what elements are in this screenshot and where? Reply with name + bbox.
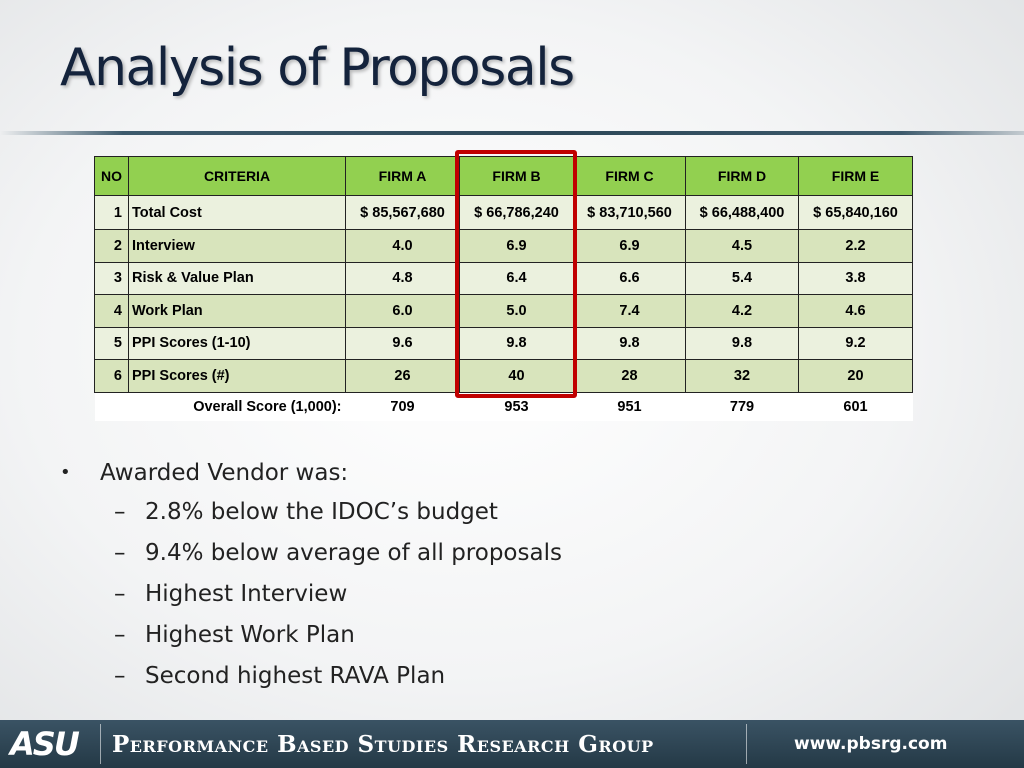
- website-link[interactable]: www.pbsrg.com: [794, 734, 948, 754]
- score-cell: 32: [685, 359, 799, 393]
- criteria-cell: PPI Scores (1-10): [128, 326, 346, 360]
- score-cell: 4.2: [685, 294, 799, 328]
- dash-icon: –: [114, 663, 126, 689]
- score-cell: 4.5: [685, 229, 799, 263]
- overall-score-firm-c: 951: [573, 392, 686, 421]
- footer-divider: [746, 724, 747, 764]
- dash-icon: –: [114, 581, 126, 607]
- findings-list: • Awarded Vendor was: –2.8% below the ID…: [60, 456, 562, 697]
- score-cell: 9.2: [798, 326, 913, 360]
- table-row: 3 Risk & Value Plan 4.8 6.4 6.6 5.4 3.8: [94, 261, 913, 295]
- score-cell: 6.9: [459, 229, 574, 263]
- footer-divider: [100, 724, 101, 764]
- score-cell: 9.8: [685, 326, 799, 360]
- overall-score-firm-e: 601: [798, 392, 913, 421]
- header-firm-a: FIRM A: [345, 156, 460, 196]
- score-cell: 3.8: [798, 261, 913, 295]
- overall-score-firm-a: 709: [345, 392, 460, 421]
- overall-score-row: Overall Score (1,000): 709 953 951 779 6…: [94, 392, 913, 421]
- criteria-cell: PPI Scores (#): [128, 359, 346, 393]
- table-header-row: NO CRITERIA FIRM A FIRM B FIRM C FIRM D …: [94, 156, 913, 196]
- score-cell: $ 66,786,240: [459, 195, 574, 230]
- score-cell: $ 66,488,400: [685, 195, 799, 230]
- score-cell: 28: [573, 359, 686, 393]
- header-firm-e: FIRM E: [798, 156, 913, 196]
- score-cell: 5.0: [459, 294, 574, 328]
- row-number: 4: [94, 294, 129, 328]
- score-cell: 9.8: [459, 326, 574, 360]
- proposal-analysis-table: NO CRITERIA FIRM A FIRM B FIRM C FIRM D …: [94, 156, 913, 421]
- sub-bullet-text: 9.4% below average of all proposals: [145, 540, 562, 566]
- sub-bullet: – Highest Interview: [100, 574, 562, 615]
- score-cell: 7.4: [573, 294, 686, 328]
- row-number: 1: [94, 195, 129, 230]
- dash-icon: –: [114, 540, 126, 566]
- score-cell: $ 83,710,560: [573, 195, 686, 230]
- dash-icon: –: [114, 499, 126, 525]
- main-bullet-text: Awarded Vendor was:: [100, 460, 349, 486]
- criteria-cell: Risk & Value Plan: [128, 261, 346, 295]
- main-bullet: • Awarded Vendor was: –2.8% below the ID…: [60, 456, 562, 697]
- criteria-cell: Interview: [128, 229, 346, 263]
- table-row: 1 Total Cost $ 85,567,680 $ 66,786,240 $…: [94, 195, 913, 230]
- research-group-name: Performance Based Studies Research Group: [112, 731, 654, 758]
- score-cell: 4.6: [798, 294, 913, 328]
- criteria-cell: Work Plan: [128, 294, 346, 328]
- table-row: 5 PPI Scores (1-10) 9.6 9.8 9.8 9.8 9.2: [94, 326, 913, 360]
- row-number: 3: [94, 261, 129, 295]
- score-cell: 6.0: [345, 294, 460, 328]
- sub-bullet: – Second highest RAVA Plan: [100, 656, 562, 697]
- sub-bullet: –2.8% below the IDOC’s budget: [100, 492, 562, 533]
- score-cell: 6.9: [573, 229, 686, 263]
- table-row: 4 Work Plan 6.0 5.0 7.4 4.2 4.6: [94, 294, 913, 328]
- score-cell: 20: [798, 359, 913, 393]
- header-criteria: CRITERIA: [128, 156, 346, 196]
- row-number: 5: [94, 326, 129, 360]
- row-number: 6: [94, 359, 129, 393]
- asu-logo: ASU: [10, 725, 80, 763]
- title-divider: [0, 131, 1024, 135]
- sub-bullet: –9.4% below average of all proposals: [100, 533, 562, 574]
- score-cell: 5.4: [685, 261, 799, 295]
- table-row: 6 PPI Scores (#) 26 40 28 32 20: [94, 359, 913, 393]
- bullet-icon: •: [60, 462, 71, 483]
- overall-score-firm-b: 953: [459, 392, 574, 421]
- slide-title: Analysis of Proposals: [60, 38, 575, 98]
- score-cell: 26: [345, 359, 460, 393]
- sub-bullet-list: –2.8% below the IDOC’s budget –9.4% belo…: [100, 492, 562, 697]
- criteria-cell: Total Cost: [128, 195, 346, 230]
- score-cell: 4.8: [345, 261, 460, 295]
- sub-bullet: – Highest Work Plan: [100, 615, 562, 656]
- header-no: NO: [94, 156, 129, 196]
- header-firm-c: FIRM C: [573, 156, 686, 196]
- sub-bullet-text: 2.8% below the IDOC’s budget: [145, 499, 498, 525]
- score-cell: 2.2: [798, 229, 913, 263]
- score-cell: 9.8: [573, 326, 686, 360]
- overall-score-firm-d: 779: [685, 392, 799, 421]
- sub-bullet-text: Second highest RAVA Plan: [145, 663, 446, 689]
- row-number: 2: [94, 229, 129, 263]
- footer-bar: ASU Performance Based Studies Research G…: [0, 720, 1024, 768]
- sub-bullet-text: Highest Interview: [145, 581, 348, 607]
- overall-score-label: Overall Score (1,000):: [94, 392, 346, 421]
- score-cell: 4.0: [345, 229, 460, 263]
- header-firm-b: FIRM B: [459, 156, 574, 196]
- score-cell: 9.6: [345, 326, 460, 360]
- score-cell: $ 85,567,680: [345, 195, 460, 230]
- score-cell: $ 65,840,160: [798, 195, 913, 230]
- score-cell: 6.6: [573, 261, 686, 295]
- score-cell: 40: [459, 359, 574, 393]
- sub-bullet-text: Highest Work Plan: [145, 622, 355, 648]
- dash-icon: –: [114, 622, 126, 648]
- table-row: 2 Interview 4.0 6.9 6.9 4.5 2.2: [94, 229, 913, 263]
- score-cell: 6.4: [459, 261, 574, 295]
- header-firm-d: FIRM D: [685, 156, 799, 196]
